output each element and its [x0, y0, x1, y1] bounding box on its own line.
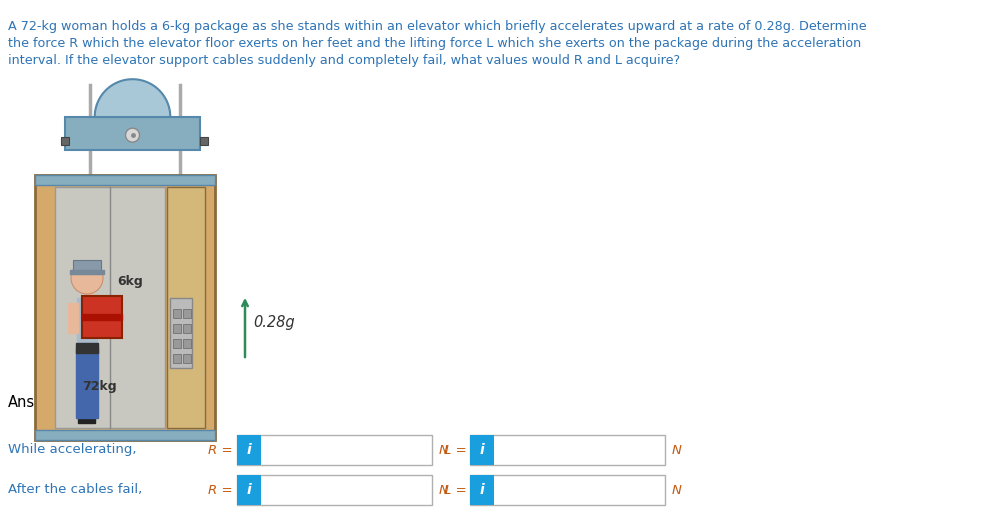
Text: After the cables fail,: After the cables fail, — [8, 483, 142, 497]
Bar — [35, 430, 215, 440]
Bar — [183, 309, 191, 318]
Text: Answers:: Answers: — [8, 395, 75, 410]
Text: 72kg: 72kg — [82, 380, 116, 393]
Text: the force R which the elevator floor exerts on her feet and the lifting force L : the force R which the elevator floor exe… — [8, 37, 861, 50]
Bar — [470, 435, 494, 465]
Bar — [73, 260, 101, 274]
Bar — [173, 324, 181, 333]
Polygon shape — [97, 303, 108, 333]
Bar — [65, 117, 200, 150]
Text: L =: L = — [444, 444, 467, 456]
Bar — [237, 475, 432, 505]
Polygon shape — [77, 298, 97, 348]
Text: N: N — [672, 444, 682, 456]
Bar — [470, 435, 665, 465]
Bar — [61, 137, 69, 145]
Text: i: i — [247, 483, 251, 497]
Polygon shape — [76, 343, 98, 353]
Text: i: i — [247, 443, 251, 457]
Text: 0.28g: 0.28g — [253, 315, 294, 330]
Text: N: N — [439, 444, 449, 456]
Polygon shape — [70, 270, 104, 274]
Bar — [35, 175, 215, 440]
Text: 6kg: 6kg — [117, 275, 143, 288]
Text: L =: L = — [444, 483, 467, 497]
Bar — [183, 324, 191, 333]
Bar — [470, 475, 494, 505]
Bar — [200, 137, 208, 145]
Bar — [173, 339, 181, 348]
Polygon shape — [68, 303, 78, 333]
Text: A 72-kg woman holds a 6-kg package as she stands within an elevator which briefl: A 72-kg woman holds a 6-kg package as sh… — [8, 20, 867, 33]
Polygon shape — [76, 348, 98, 418]
Circle shape — [125, 128, 139, 142]
Bar — [170, 298, 192, 368]
Bar — [55, 187, 165, 428]
Polygon shape — [82, 314, 122, 320]
Bar — [82, 296, 122, 338]
Bar — [35, 175, 215, 185]
Polygon shape — [86, 288, 92, 298]
Text: i: i — [480, 483, 484, 497]
Text: While accelerating,: While accelerating, — [8, 444, 136, 456]
Bar — [167, 187, 205, 428]
Polygon shape — [78, 417, 95, 423]
Bar — [237, 475, 261, 505]
Text: R =: R = — [209, 483, 233, 497]
Text: i: i — [480, 443, 484, 457]
Polygon shape — [94, 79, 170, 117]
Text: interval. If the elevator support cables suddenly and completely fail, what valu: interval. If the elevator support cables… — [8, 54, 680, 67]
Text: N: N — [439, 483, 449, 497]
Bar — [237, 435, 432, 465]
Bar — [183, 354, 191, 363]
Text: N: N — [672, 483, 682, 497]
Bar — [173, 309, 181, 318]
Text: R =: R = — [209, 444, 233, 456]
Circle shape — [71, 262, 103, 294]
Bar — [237, 435, 261, 465]
Bar — [470, 475, 665, 505]
Bar — [183, 339, 191, 348]
Bar — [173, 354, 181, 363]
